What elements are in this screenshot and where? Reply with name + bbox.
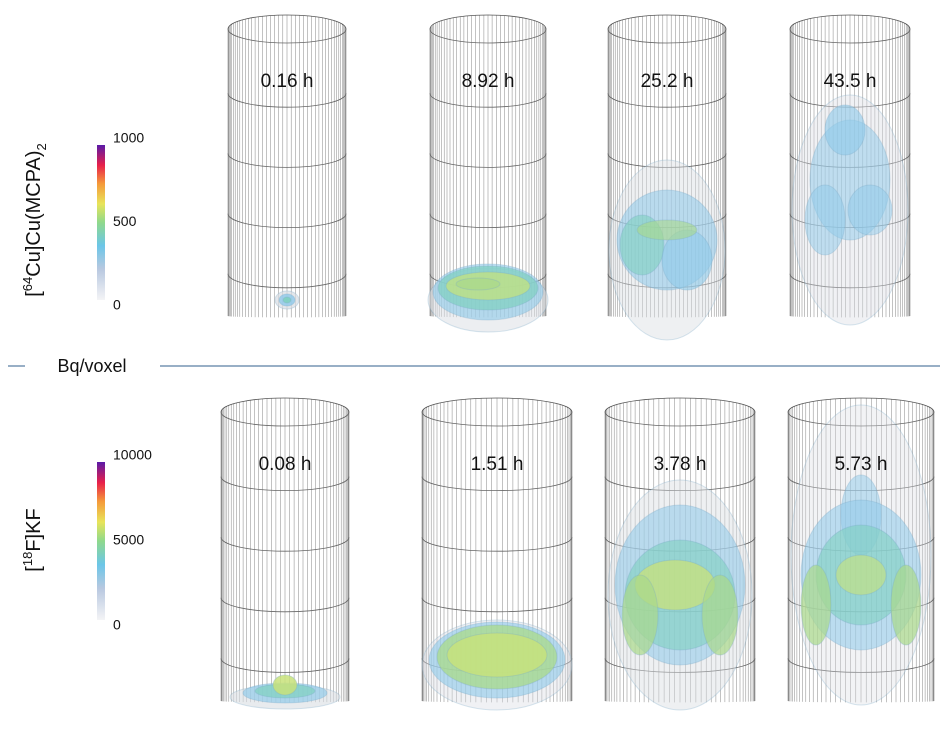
- time-label: 8.92 h: [462, 71, 515, 92]
- cylinder-ring: [227, 93, 347, 108]
- cylinder-ring: [421, 537, 573, 552]
- activity-blob: [455, 277, 501, 291]
- row-label-prefix: [: [23, 566, 45, 572]
- activity-blob: [636, 219, 698, 241]
- activity-blob: [804, 184, 846, 256]
- cylinder-ring: [429, 93, 547, 108]
- cylinder-wall: [607, 15, 727, 318]
- time-label: 3.78 h: [654, 454, 707, 475]
- cylinder-ring: [421, 411, 573, 427]
- time-label: 1.51 h: [471, 454, 524, 475]
- cylinder-ring: [607, 28, 727, 44]
- colorbar: [97, 145, 105, 300]
- row-label-prefix: [: [23, 291, 45, 297]
- cylinder-ring: [604, 476, 756, 491]
- row-label-sup: 64: [20, 277, 35, 291]
- cylinder-ring: [604, 658, 756, 673]
- colorbar: [97, 462, 105, 620]
- colorbar-tick-label: 0: [113, 617, 121, 633]
- row-label: [18F]KF: [20, 508, 45, 571]
- row-label-main: F]KF: [23, 508, 45, 551]
- cylinder-wall: [227, 15, 347, 318]
- colorbar-tick-label: 500: [113, 213, 137, 229]
- activity-blob: [835, 554, 887, 596]
- time-label: 0.16 h: [261, 71, 314, 92]
- cylinder-wall: [421, 398, 573, 703]
- cylinder-ring: [220, 411, 350, 427]
- colorbar-tick-label: 10000: [113, 447, 152, 463]
- time-label: 0.08 h: [259, 454, 312, 475]
- activity-blob: [621, 574, 659, 656]
- cylinder-top: [429, 14, 547, 30]
- cylinder-ring: [227, 28, 347, 44]
- colorbar-tick-label: 0: [113, 297, 121, 313]
- cylinder-ring: [789, 273, 911, 289]
- cylinder-top: [604, 397, 756, 413]
- cylinder-top: [227, 14, 347, 30]
- cylinder-ring: [607, 93, 727, 108]
- cylinder-ring: [220, 597, 350, 613]
- activity-blob: [446, 632, 548, 678]
- cylinder-top: [787, 397, 935, 413]
- cylinder-ring: [227, 213, 347, 228]
- activity-blob: [847, 184, 893, 236]
- activity-blob: [282, 296, 292, 304]
- activity-blob: [800, 564, 832, 646]
- row-label-main: Cu]Cu(MCPA): [23, 150, 45, 276]
- colorbar-tick-label: 1000: [113, 130, 144, 146]
- cylinder-ring: [604, 411, 756, 427]
- cylinder-wall: [429, 15, 547, 318]
- activity-renders: [229, 94, 932, 711]
- colorbar-tick-label: 5000: [113, 532, 144, 548]
- activity-blob: [701, 574, 739, 656]
- cylinder: [227, 14, 347, 318]
- cylinder-ring: [787, 658, 935, 673]
- cylinder: [220, 397, 350, 703]
- cylinder-top: [421, 397, 573, 413]
- row-label: [64Cu]Cu(MCPA)2: [20, 143, 49, 297]
- cylinder-ring: [220, 476, 350, 491]
- time-label: 5.73 h: [835, 454, 888, 475]
- cylinder-ring: [421, 476, 573, 491]
- cylinder-top: [789, 14, 911, 30]
- activity-blob: [824, 104, 866, 156]
- cylinder-ring: [429, 213, 547, 228]
- cylinders: [220, 14, 935, 703]
- cylinder-ring: [220, 658, 350, 673]
- cylinder-wall: [220, 398, 350, 703]
- row-label-sup: 18: [20, 552, 35, 566]
- cylinder-ring: [787, 411, 935, 427]
- cylinder-ring: [789, 28, 911, 44]
- cylinder-ring: [220, 537, 350, 552]
- row-label-sub: 2: [34, 143, 49, 150]
- cylinder-ring: [607, 153, 727, 168]
- cylinder-ring: [429, 28, 547, 44]
- cylinder-ring: [429, 153, 547, 168]
- cylinder-ring: [227, 153, 347, 168]
- cylinder-top: [220, 397, 350, 413]
- cylinder-top: [607, 14, 727, 30]
- time-label: 43.5 h: [824, 71, 877, 92]
- activity-blob: [890, 564, 922, 646]
- activity-blob: [272, 674, 298, 696]
- time-label: 25.2 h: [641, 71, 694, 92]
- cylinder-ring: [227, 273, 347, 289]
- cylinder-ring: [421, 597, 573, 613]
- separator-label: Bq/voxel: [57, 356, 126, 376]
